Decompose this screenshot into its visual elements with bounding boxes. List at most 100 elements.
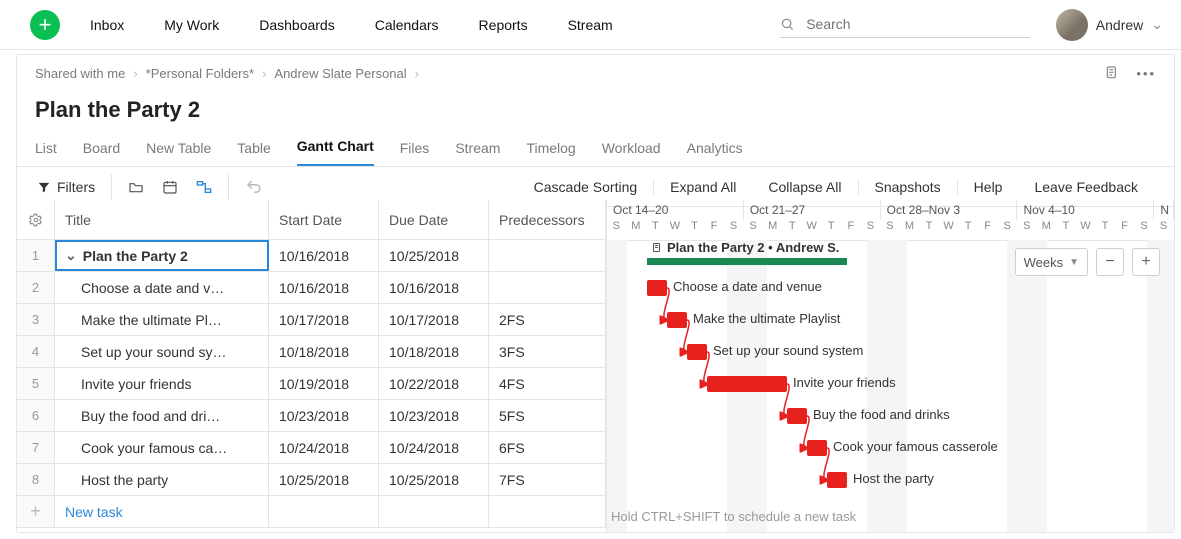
- nav-link-reports[interactable]: Reports: [479, 17, 528, 33]
- col-title[interactable]: Title: [55, 200, 269, 239]
- task-bar[interactable]: [827, 472, 847, 488]
- start-date-cell[interactable]: 10/24/2018: [269, 432, 379, 463]
- table-row[interactable]: 8Host the party10/25/201810/25/20187FS: [17, 464, 606, 496]
- start-date-cell[interactable]: 10/23/2018: [269, 400, 379, 431]
- predecessors-cell[interactable]: 5FS: [489, 400, 606, 431]
- predecessors-cell[interactable]: 3FS: [489, 336, 606, 367]
- start-date-cell[interactable]: 10/18/2018: [269, 336, 379, 367]
- cascade-sorting-button[interactable]: Cascade Sorting: [518, 179, 654, 195]
- search-input[interactable]: [804, 15, 1030, 33]
- table-row[interactable]: 7Cook your famous ca…10/24/201810/24/201…: [17, 432, 606, 464]
- help-button[interactable]: Help: [957, 179, 1019, 195]
- due-date-cell[interactable]: 10/16/2018: [379, 272, 489, 303]
- predecessors-cell[interactable]: 6FS: [489, 432, 606, 463]
- collapse-icon[interactable]: ⌄: [65, 247, 77, 264]
- search-input-wrap[interactable]: [780, 11, 1030, 38]
- table-row[interactable]: 6Buy the food and dri…10/23/201810/23/20…: [17, 400, 606, 432]
- nav-link-my-work[interactable]: My Work: [164, 17, 219, 33]
- predecessors-cell[interactable]: [489, 272, 606, 303]
- predecessors-cell[interactable]: 4FS: [489, 368, 606, 399]
- create-button[interactable]: +: [30, 10, 60, 40]
- start-date-cell[interactable]: 10/16/2018: [269, 272, 379, 303]
- task-bar[interactable]: [647, 280, 667, 296]
- task-bar-label: Buy the food and drinks: [813, 407, 950, 422]
- tab-table[interactable]: Table: [237, 140, 270, 166]
- due-date-cell[interactable]: 10/23/2018: [379, 400, 489, 431]
- table-row[interactable]: 3Make the ultimate Pl…10/17/201810/17/20…: [17, 304, 606, 336]
- task-title-cell[interactable]: Buy the food and dri…: [55, 400, 269, 431]
- task-title-cell[interactable]: Set up your sound sy…: [55, 336, 269, 367]
- crumb[interactable]: *Personal Folders*: [146, 66, 254, 81]
- nav-link-dashboards[interactable]: Dashboards: [259, 17, 335, 33]
- start-date-cell[interactable]: 10/19/2018: [269, 368, 379, 399]
- crumb[interactable]: Andrew Slate Personal: [274, 66, 406, 81]
- tab-workload[interactable]: Workload: [602, 140, 661, 166]
- task-bar[interactable]: [787, 408, 807, 424]
- tab-list[interactable]: List: [35, 140, 57, 166]
- expand-all-button[interactable]: Expand All: [653, 179, 752, 195]
- task-title-cell[interactable]: Host the party: [55, 464, 269, 495]
- nav-link-inbox[interactable]: Inbox: [90, 17, 124, 33]
- predecessors-cell[interactable]: 2FS: [489, 304, 606, 335]
- copy-icon[interactable]: [1104, 65, 1120, 81]
- tab-board[interactable]: Board: [83, 140, 120, 166]
- due-date-cell[interactable]: 10/22/2018: [379, 368, 489, 399]
- undo-icon[interactable]: [245, 178, 263, 196]
- snapshots-button[interactable]: Snapshots: [858, 179, 957, 195]
- col-pred[interactable]: Predecessors: [489, 200, 606, 239]
- nav-link-stream[interactable]: Stream: [568, 17, 613, 33]
- due-date-cell[interactable]: 10/25/2018: [379, 464, 489, 495]
- filters-button[interactable]: Filters: [37, 179, 95, 195]
- tab-stream[interactable]: Stream: [455, 140, 500, 166]
- tab-files[interactable]: Files: [400, 140, 430, 166]
- more-icon[interactable]: •••: [1136, 66, 1156, 81]
- leave-feedback-button[interactable]: Leave Feedback: [1018, 179, 1154, 195]
- zoom-out-button[interactable]: −: [1096, 248, 1124, 276]
- toolbar-icons: [128, 179, 212, 195]
- tab-timelog[interactable]: Timelog: [526, 140, 575, 166]
- task-bar[interactable]: [687, 344, 707, 360]
- due-date-cell[interactable]: 10/24/2018: [379, 432, 489, 463]
- folder-icon[interactable]: [128, 179, 144, 195]
- due-date-cell[interactable]: 10/18/2018: [379, 336, 489, 367]
- day-header: S: [744, 220, 764, 240]
- table-row[interactable]: 1⌄Plan the Party 210/16/201810/25/2018: [17, 240, 606, 272]
- crumb[interactable]: Shared with me: [35, 66, 125, 81]
- task-bar[interactable]: [667, 312, 687, 328]
- day-header: T: [959, 220, 979, 240]
- tab-gantt-chart[interactable]: Gantt Chart: [297, 138, 374, 166]
- calendar-icon[interactable]: [162, 179, 178, 195]
- due-date-cell[interactable]: 10/25/2018: [379, 240, 489, 271]
- table-row[interactable]: 4Set up your sound sy…10/18/201810/18/20…: [17, 336, 606, 368]
- col-start[interactable]: Start Date: [269, 200, 379, 239]
- new-task-row[interactable]: +New task: [17, 496, 606, 528]
- user-menu[interactable]: Andrew ⌄: [1056, 9, 1163, 41]
- dependencies-icon[interactable]: [196, 179, 212, 195]
- zoom-in-button[interactable]: +: [1132, 248, 1160, 276]
- due-date-cell[interactable]: 10/17/2018: [379, 304, 489, 335]
- predecessors-cell[interactable]: [489, 240, 606, 271]
- task-title-cell[interactable]: Cook your famous ca…: [55, 432, 269, 463]
- task-bar[interactable]: [807, 440, 827, 456]
- new-task-label[interactable]: New task: [55, 496, 269, 527]
- task-title-cell[interactable]: Invite your friends: [55, 368, 269, 399]
- scale-select[interactable]: Weeks ▼: [1015, 248, 1088, 276]
- gantt-body[interactable]: Plan the Party 2 • Andrew S.Choose a dat…: [607, 240, 1174, 532]
- table-row[interactable]: 2Choose a date and v…10/16/201810/16/201…: [17, 272, 606, 304]
- gear-cell[interactable]: [17, 200, 55, 239]
- task-title-cell[interactable]: Make the ultimate Pl…: [55, 304, 269, 335]
- predecessors-cell[interactable]: 7FS: [489, 464, 606, 495]
- task-title-cell[interactable]: Choose a date and v…: [55, 272, 269, 303]
- tab-analytics[interactable]: Analytics: [687, 140, 743, 166]
- task-bar[interactable]: [707, 376, 787, 392]
- task-title-cell[interactable]: ⌄Plan the Party 2: [55, 240, 269, 271]
- parent-bar[interactable]: [647, 258, 847, 265]
- tab-new-table[interactable]: New Table: [146, 140, 211, 166]
- start-date-cell[interactable]: 10/16/2018: [269, 240, 379, 271]
- start-date-cell[interactable]: 10/17/2018: [269, 304, 379, 335]
- start-date-cell[interactable]: 10/25/2018: [269, 464, 379, 495]
- col-due[interactable]: Due Date: [379, 200, 489, 239]
- collapse-all-button[interactable]: Collapse All: [752, 179, 857, 195]
- table-row[interactable]: 5Invite your friends10/19/201810/22/2018…: [17, 368, 606, 400]
- nav-link-calendars[interactable]: Calendars: [375, 17, 439, 33]
